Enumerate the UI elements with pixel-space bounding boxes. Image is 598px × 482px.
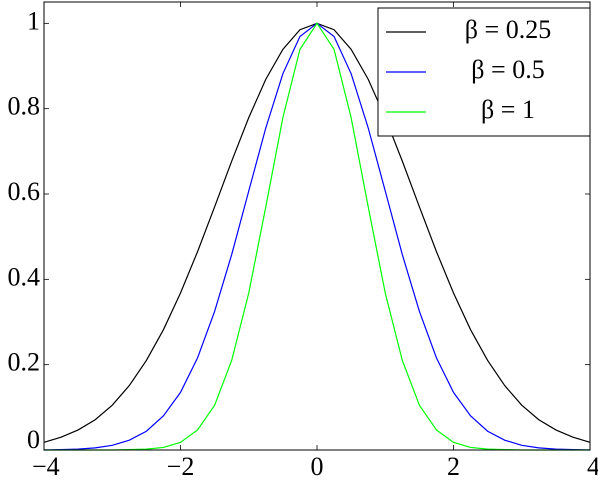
legend-label: β = 1 (481, 95, 535, 124)
y-tick-label: 0.2 (8, 348, 41, 377)
y-tick-label: 0.4 (8, 262, 41, 291)
legend-label: β = 0.5 (471, 55, 544, 84)
x-tick-label: −4 (32, 452, 60, 481)
x-tick-label: 4 (587, 452, 598, 481)
series-line (44, 22, 590, 451)
y-tick-label: 0.8 (8, 92, 41, 121)
x-tick-label: 2 (447, 452, 460, 481)
y-tick-label: 0.6 (8, 177, 41, 206)
x-tick-label: −2 (167, 452, 195, 481)
legend-label: β = 0.25 (465, 15, 551, 44)
x-tick-label: 0 (311, 452, 324, 481)
y-tick-label: 1 (27, 6, 40, 35)
y-tick-label: 0 (27, 425, 40, 454)
legend: β = 0.25 β = 0.5 β = 1 (377, 7, 591, 137)
